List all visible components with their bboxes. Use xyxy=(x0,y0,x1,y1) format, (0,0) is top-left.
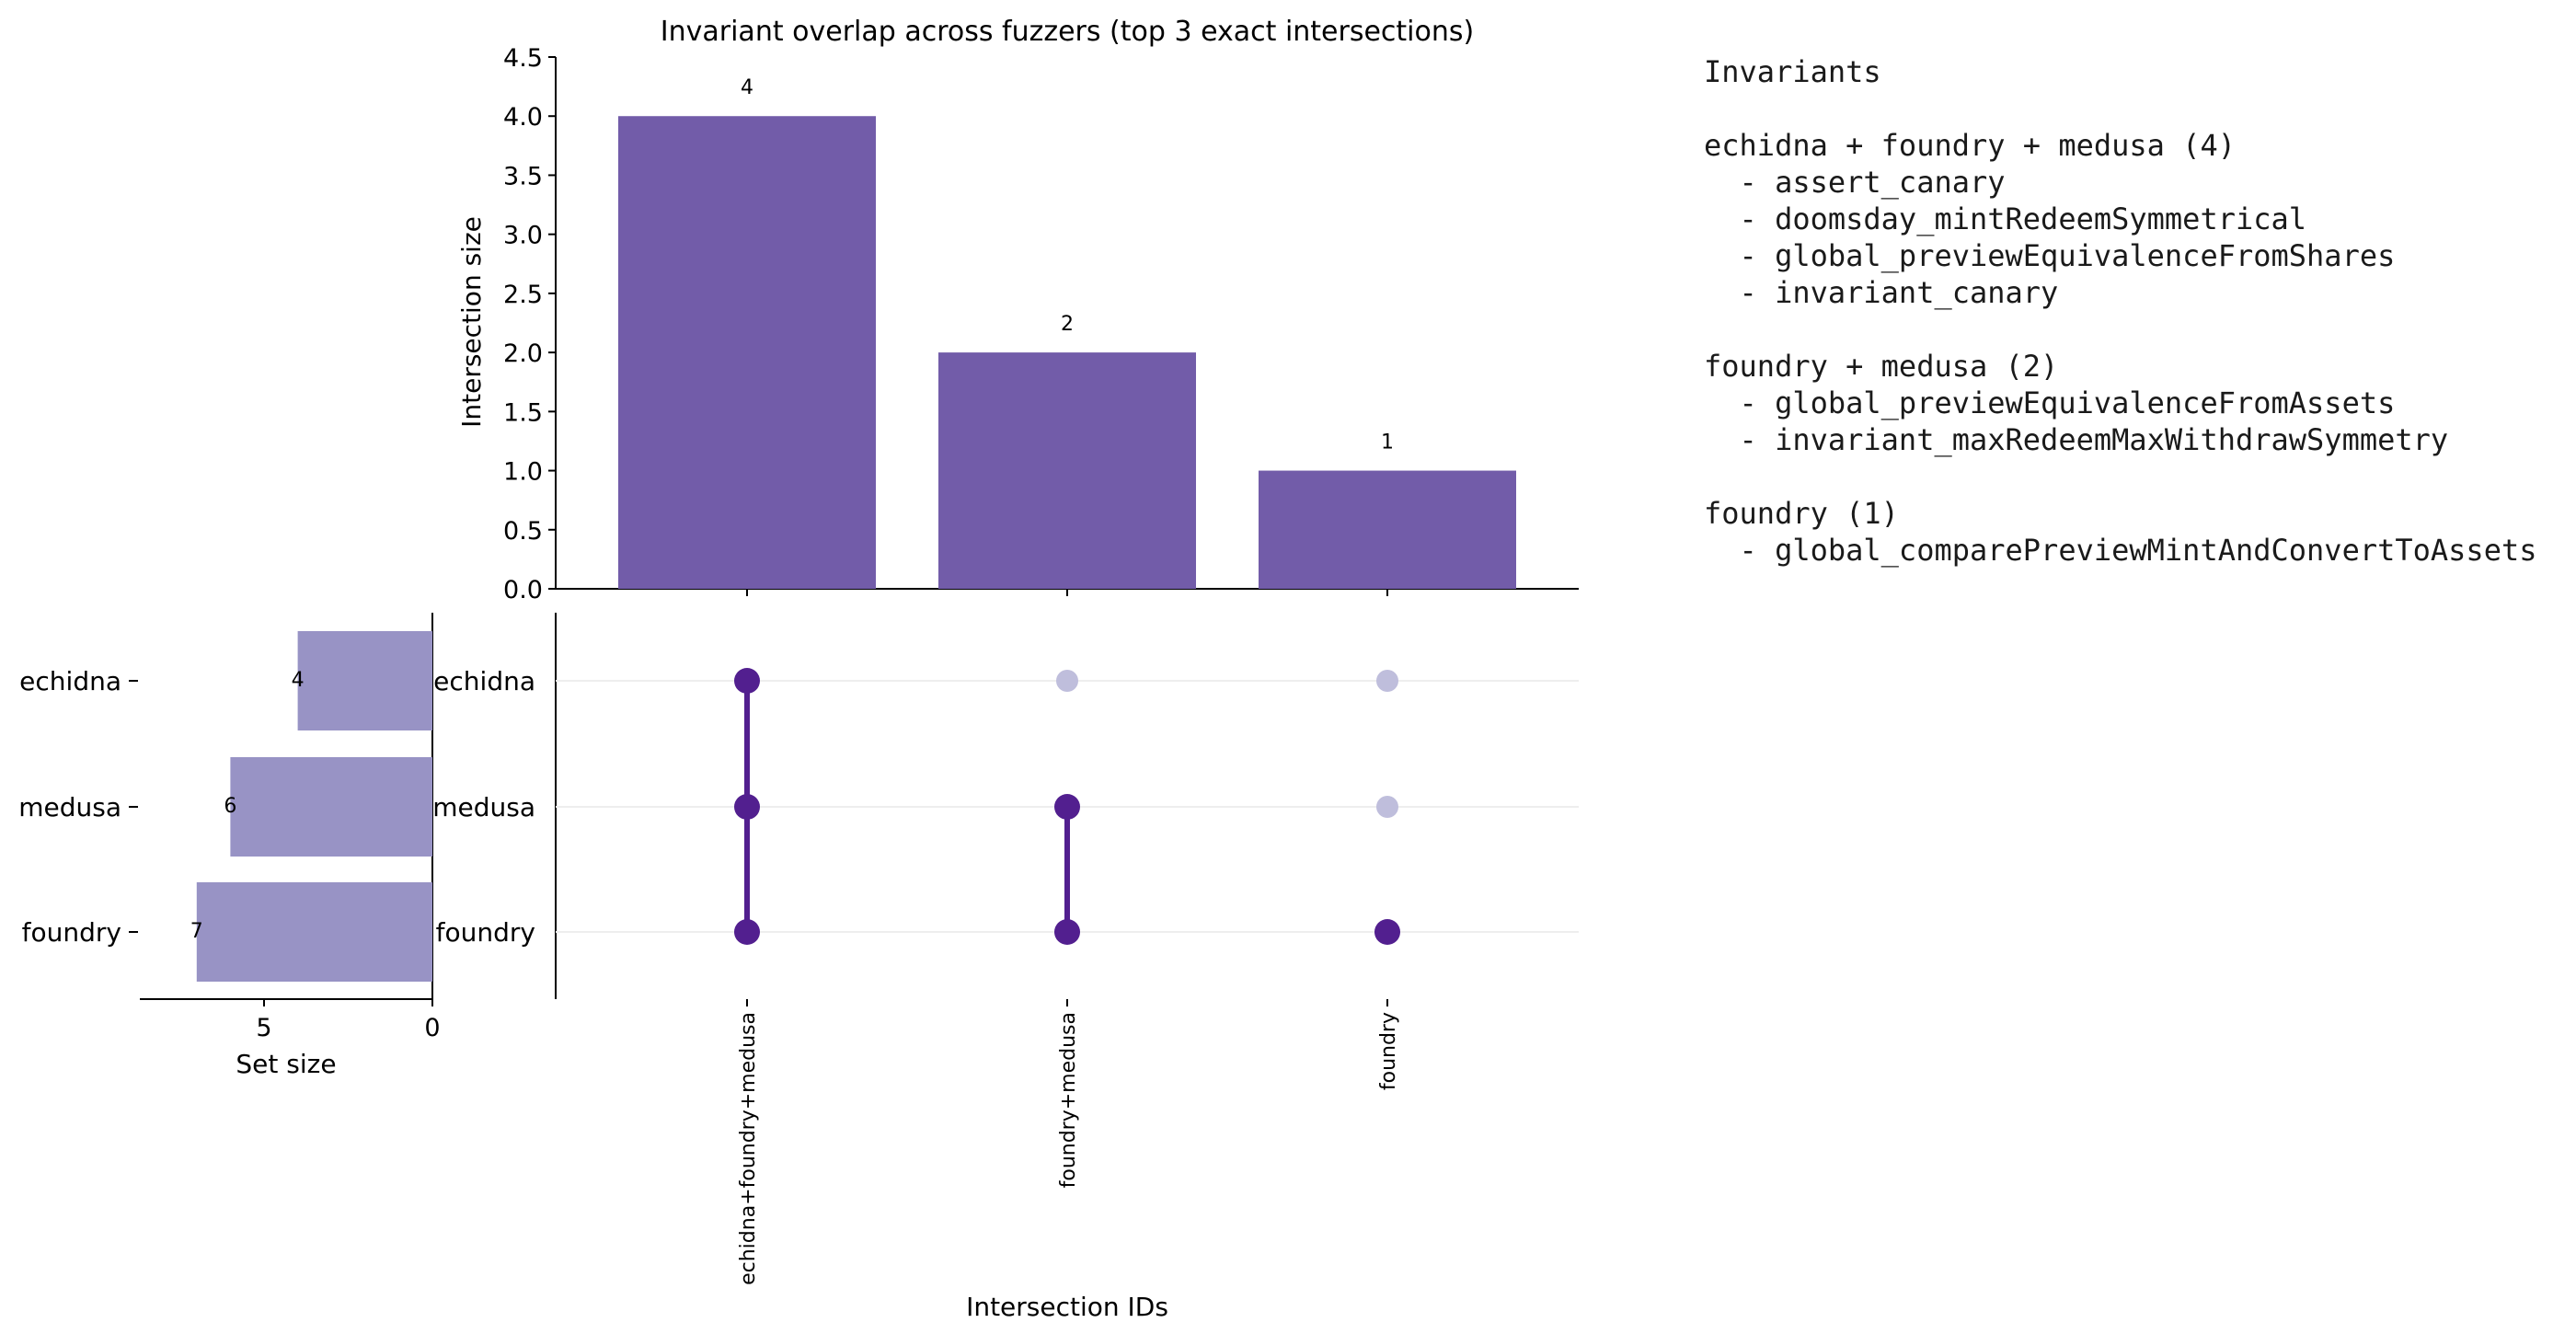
y-tick-label: 1.0 xyxy=(503,458,543,487)
invariant-item: - global_previewEquivalenceFromAssets xyxy=(1704,385,2396,420)
intersection-bar xyxy=(938,352,1196,589)
membership-dot-empty xyxy=(1056,670,1078,692)
invariant-group: foundry (1) - global_comparePreviewMintA… xyxy=(1704,495,2536,569)
set-name-label: foundry xyxy=(22,917,121,948)
matrix-row-label: foundry xyxy=(436,917,535,948)
membership-dot-filled xyxy=(1054,919,1080,945)
invariant-item: - invariant_canary xyxy=(1704,275,2059,310)
y-tick-label: 3.0 xyxy=(503,222,543,250)
set-size-bar xyxy=(297,631,432,730)
set-size-value-label: 6 xyxy=(224,795,236,818)
set-size-bar xyxy=(196,882,433,982)
set-x-tick-label: 5 xyxy=(256,1014,271,1042)
y-tick-label: 3.5 xyxy=(503,162,543,190)
intersection-id-label: foundry+medusa xyxy=(1057,1012,1080,1188)
bar-value-label: 1 xyxy=(1381,431,1394,454)
membership-dot-filled xyxy=(1054,794,1080,820)
membership-dot-filled xyxy=(734,794,760,820)
bar-value-label: 2 xyxy=(1061,313,1074,336)
invariant-item: - assert_canary xyxy=(1704,165,2006,200)
membership-matrix xyxy=(734,668,1400,945)
intersection-ids-label: Intersection IDs xyxy=(966,1292,1168,1322)
intersection-bar xyxy=(618,116,876,589)
set-name-label: medusa xyxy=(18,792,121,822)
set-size-label: Set size xyxy=(236,1049,336,1079)
intersection-size-label: Intersection size xyxy=(456,216,487,428)
set-size-value-label: 4 xyxy=(292,669,305,692)
intersection-id-label: foundry xyxy=(1377,1012,1400,1090)
matrix-axes: echidna medusa foundry echidna+foundry+medu… xyxy=(432,613,1579,1285)
invariant-group-label: foundry + medusa (2) xyxy=(1704,349,2059,384)
matrix-row-label: medusa xyxy=(432,792,535,822)
invariant-item: - invariant_maxRedeemMaxWithdrawSymmetry xyxy=(1704,422,2449,457)
invariant-item: - global_previewEquivalenceFromShares xyxy=(1704,238,2396,273)
membership-dot-empty xyxy=(1376,796,1398,818)
invariants-heading: Invariants xyxy=(1704,54,1881,89)
invariant-group-label: echidna + foundry + medusa (4) xyxy=(1704,128,2236,163)
bar-value-label: 4 xyxy=(741,76,753,99)
intersection-bar xyxy=(1259,470,1516,589)
intersection-id-label: echidna+foundry+medusa xyxy=(737,1012,760,1285)
matrix-row-label: echidna xyxy=(433,666,535,696)
invariant-item: - global_comparePreviewMintAndConvertToA… xyxy=(1704,533,2537,568)
set-x-tick-label: 0 xyxy=(424,1014,440,1042)
membership-dot-filled xyxy=(734,919,760,945)
set-size-bar xyxy=(230,757,432,857)
membership-dot-filled xyxy=(734,668,760,694)
y-tick-label: 1.5 xyxy=(503,398,543,427)
y-tick-label: 4.5 xyxy=(503,44,543,73)
membership-dot-empty xyxy=(1376,670,1398,692)
invariant-item: - doomsday_mintRedeemSymmetrical xyxy=(1704,201,2307,236)
y-tick-label: 2.5 xyxy=(503,281,543,309)
y-tick-label: 0.5 xyxy=(503,517,543,546)
membership-dot-filled xyxy=(1374,919,1400,945)
intersection-bars: 4 2 1 xyxy=(618,76,1516,596)
invariant-group: echidna + foundry + medusa (4) - assert_… xyxy=(1704,127,2536,311)
invariant-group: foundry + medusa (2) - global_previewEqu… xyxy=(1704,348,2536,458)
invariants-panel: Invariants echidna + foundry + medusa (4… xyxy=(1704,53,2536,569)
y-tick-label: 0.0 xyxy=(503,576,543,604)
set-name-label: echidna xyxy=(19,666,121,696)
set-size-bars: 4 echidna 6 medusa 7 foundry xyxy=(18,631,433,982)
y-tick-label: 2.0 xyxy=(503,339,543,368)
invariant-group-label: foundry (1) xyxy=(1704,496,1899,531)
chart-title: Invariant overlap across fuzzers (top 3 … xyxy=(661,16,1474,48)
set-size-value-label: 7 xyxy=(190,920,203,943)
y-tick-label: 4.0 xyxy=(503,103,543,132)
